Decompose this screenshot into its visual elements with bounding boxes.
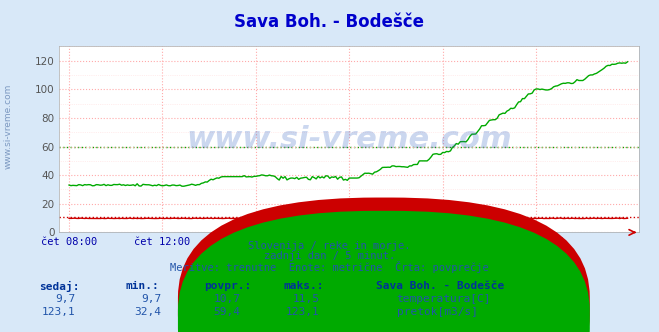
Text: 123,1: 123,1 <box>286 307 320 317</box>
Text: 9,7: 9,7 <box>141 294 161 304</box>
Text: www.si-vreme.com: www.si-vreme.com <box>3 83 13 169</box>
Text: 59,4: 59,4 <box>214 307 241 317</box>
Text: Meritve: trenutne  Enote: metrične  Črta: povprečje: Meritve: trenutne Enote: metrične Črta: … <box>170 261 489 273</box>
Text: Sava Boh. - Bodešče: Sava Boh. - Bodešče <box>376 281 504 290</box>
Text: 10,7: 10,7 <box>214 294 241 304</box>
Text: sedaj:: sedaj: <box>40 281 80 291</box>
Text: min.:: min.: <box>125 281 159 290</box>
Text: 9,7: 9,7 <box>55 294 76 304</box>
Text: povpr.:: povpr.: <box>204 281 252 290</box>
Text: zadnji dan / 5 minut.: zadnji dan / 5 minut. <box>264 251 395 261</box>
Text: maks.:: maks.: <box>283 281 324 290</box>
Text: 32,4: 32,4 <box>134 307 161 317</box>
Text: 123,1: 123,1 <box>42 307 76 317</box>
Text: 11,5: 11,5 <box>293 294 320 304</box>
Text: pretok[m3/s]: pretok[m3/s] <box>397 307 478 317</box>
Text: Sava Boh. - Bodešče: Sava Boh. - Bodešče <box>235 13 424 31</box>
Text: www.si-vreme.com: www.si-vreme.com <box>186 125 512 154</box>
Text: temperatura[C]: temperatura[C] <box>397 294 491 304</box>
Text: Slovenija / reke in morje.: Slovenija / reke in morje. <box>248 241 411 251</box>
